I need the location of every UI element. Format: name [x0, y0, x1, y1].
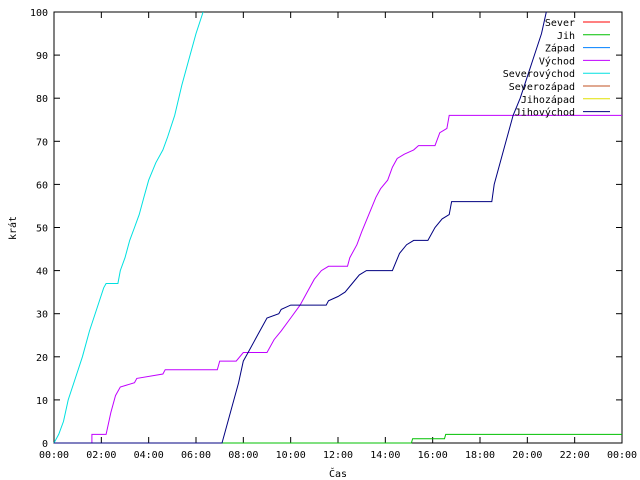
legend-label: Východ [539, 55, 575, 67]
y-tick-label: 30 [36, 310, 48, 321]
x-tick-label: 16:00 [418, 450, 448, 461]
x-tick-label: 04:00 [134, 450, 164, 461]
series-line [54, 114, 622, 444]
y-tick-label: 80 [36, 94, 48, 105]
legend-label: Západ [545, 43, 575, 55]
y-tick-label: 40 [36, 267, 48, 278]
x-tick-label: 00:00 [39, 450, 69, 461]
x-axis-label: Čas [329, 467, 347, 480]
y-axis-ticks: 0 10 20 30 40 50 60 70 80 90 100 [30, 8, 622, 450]
series-line [54, 433, 622, 444]
x-tick-label: 22:00 [560, 450, 590, 461]
x-tick-label: 00:00 [607, 450, 637, 461]
y-tick-label: 60 [36, 180, 48, 191]
series-line [53, 11, 204, 444]
x-tick-label: 20:00 [512, 450, 542, 461]
series-line [54, 11, 547, 444]
legend-label: Jihovýchod [515, 107, 575, 119]
x-tick-label: 14:00 [370, 450, 400, 461]
series-lines [53, 11, 622, 444]
legend-label: Jihozápad [521, 94, 575, 106]
x-tick-label: 06:00 [181, 450, 211, 461]
y-tick-label: 70 [36, 137, 48, 148]
legend-label: Jih [557, 31, 575, 42]
y-tick-label: 20 [36, 353, 48, 364]
x-axis-ticks: 00:00 02:00 04:00 06:00 08:00 10:00 12:00 14:00… [39, 12, 637, 461]
x-tick-label: 12:00 [323, 450, 353, 461]
y-tick-label: 0 [42, 439, 48, 450]
y-tick-label: 50 [36, 224, 48, 235]
legend: Sever JihZápadVýchodSeverovýchodSeverozáp… [503, 18, 610, 119]
x-tick-label: 18:00 [465, 450, 495, 461]
y-tick-label: 10 [36, 396, 48, 407]
x-tick-label: 10:00 [276, 450, 306, 461]
legend-label: Severozápad [509, 81, 575, 93]
x-tick-label: 08:00 [228, 450, 258, 461]
y-tick-label: 100 [30, 8, 48, 19]
legend-label: Severovýchod [503, 68, 575, 80]
y-tick-label: 90 [36, 51, 48, 62]
x-tick-label: 02:00 [86, 450, 116, 461]
y-axis-label: krát [7, 216, 19, 240]
legend-label: Sever [545, 18, 575, 29]
